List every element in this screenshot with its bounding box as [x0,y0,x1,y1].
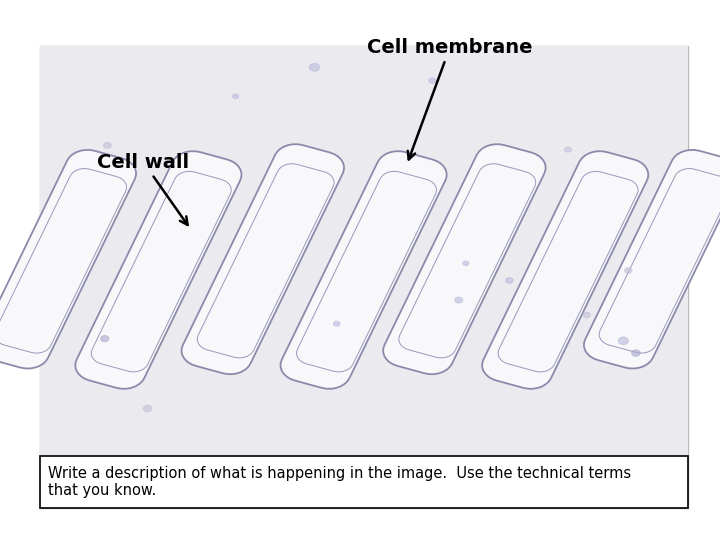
FancyBboxPatch shape [40,456,688,508]
Polygon shape [76,151,241,389]
Circle shape [101,336,109,342]
Circle shape [618,337,629,345]
Circle shape [143,406,152,411]
Polygon shape [0,150,136,368]
Circle shape [333,321,340,326]
Circle shape [233,94,238,98]
Circle shape [310,64,320,71]
Circle shape [625,268,632,273]
Circle shape [104,143,111,148]
Circle shape [583,312,590,318]
Polygon shape [181,144,344,374]
Polygon shape [383,144,546,374]
Text: Cell wall: Cell wall [97,152,189,225]
FancyBboxPatch shape [40,46,688,456]
Circle shape [631,350,640,356]
Text: Write a description of what is happening in the image.  Use the technical terms
: Write a description of what is happening… [48,465,631,498]
Text: Cell membrane: Cell membrane [367,38,533,159]
Polygon shape [584,150,720,368]
Circle shape [455,297,463,303]
Circle shape [429,78,436,83]
FancyBboxPatch shape [40,46,688,508]
Polygon shape [281,151,446,389]
Circle shape [564,147,571,152]
Polygon shape [482,151,648,389]
Circle shape [463,261,469,266]
Circle shape [505,278,513,283]
